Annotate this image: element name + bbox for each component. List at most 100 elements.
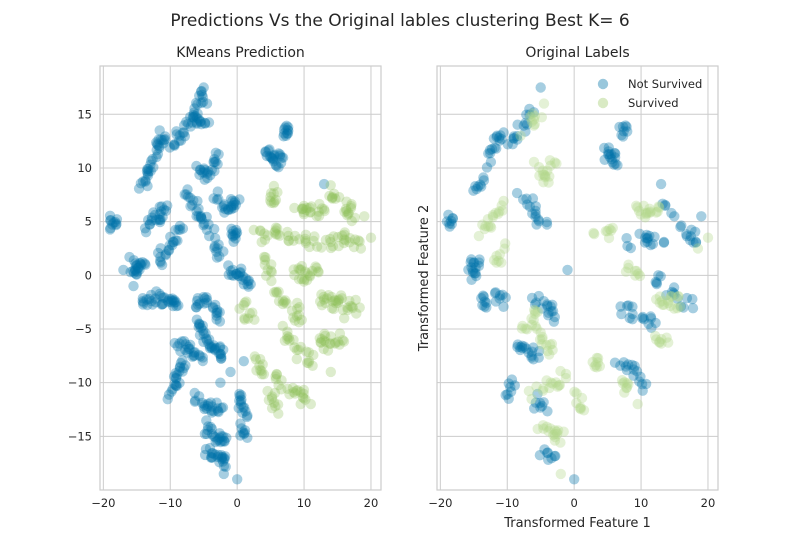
data-point-cluster1 [311,262,322,274]
data-point-cluster0 [234,270,245,282]
data-point-cluster0 [282,124,293,135]
data-point-survived [692,243,704,254]
data-point-cluster0 [205,341,216,352]
data-point-cluster0 [135,178,147,189]
data-point-cluster1 [318,204,330,215]
data-point-cluster1 [340,235,351,246]
data-point-survived [592,353,604,364]
data-point-survived [631,265,642,277]
data-point-cluster0 [170,380,182,391]
data-point-cluster0 [159,131,171,142]
data-point-cluster1 [271,287,283,298]
data-point-not-survived [545,301,556,312]
data-point-cluster0 [197,92,209,103]
data-point-cluster0 [193,114,205,125]
data-point-cluster0 [190,111,201,122]
data-point-not-survived [494,135,505,146]
data-point-survived [534,334,546,345]
data-point-cluster1 [289,342,300,353]
data-point-survived [551,426,562,437]
data-point-not-survived [528,107,540,118]
data-point-cluster1 [256,369,267,380]
data-point-not-survived [634,228,645,239]
data-point-cluster0 [189,387,200,399]
data-point-cluster0 [208,406,219,417]
data-point-cluster1 [249,314,260,325]
data-point-cluster0 [211,310,222,321]
data-point-cluster0 [204,442,216,454]
data-point-not-survived [536,400,548,412]
data-point-not-survived [655,271,666,282]
data-point-cluster0 [170,380,181,391]
data-point-cluster0 [212,158,223,170]
data-point-cluster0 [236,263,247,274]
data-point-cluster1 [282,333,293,345]
data-point-cluster0 [210,342,222,354]
data-point-survived [589,228,600,240]
data-point-cluster0 [202,421,214,432]
data-point-not-survived [569,474,580,485]
data-point-cluster0 [206,405,217,416]
data-point-cluster0 [194,319,205,331]
data-point-cluster1 [324,233,336,245]
data-point-cluster0 [193,391,205,402]
data-point-survived [490,207,501,219]
data-point-cluster0 [130,265,141,276]
data-point-not-survived [494,293,505,304]
data-point-cluster1 [327,296,338,307]
data-point-cluster0 [230,233,241,244]
data-point-not-survived [603,142,614,153]
data-point-cluster0 [235,399,247,410]
y-tick-label-kmeans: 0 [85,268,92,282]
data-point-cluster1 [316,242,327,253]
data-point-cluster1 [261,270,272,281]
data-point-survived [498,195,509,207]
data-point-cluster0 [154,288,165,300]
data-point-survived [642,207,653,218]
data-point-not-survived [623,359,634,370]
data-point-cluster0 [241,411,253,423]
data-point-cluster1 [283,332,294,343]
data-point-survived [521,324,533,335]
data-point-not-survived [481,302,492,313]
data-point-not-survived [623,300,634,311]
data-point-survived [638,200,649,211]
data-point-cluster0 [141,294,152,305]
data-point-cluster1 [270,222,282,233]
data-point-cluster0 [210,233,221,244]
data-point-cluster0 [197,355,208,367]
data-point-cluster1 [313,206,324,217]
data-point-survived [543,177,554,188]
data-point-survived [672,303,683,314]
data-point-cluster1 [296,260,307,272]
data-point-cluster0 [111,218,122,230]
data-point-cluster0 [172,235,183,246]
data-point-cluster1 [300,237,311,249]
data-point-cluster0 [153,247,164,259]
data-point-not-survived [518,120,529,131]
data-point-cluster0 [207,448,218,459]
data-point-survived [675,301,686,312]
data-point-cluster0 [169,297,180,308]
data-point-cluster0 [148,207,159,218]
data-point-cluster0 [142,299,153,311]
data-point-survived [552,381,563,392]
data-point-survived [634,270,646,282]
data-point-cluster0 [264,151,276,162]
data-point-not-survived [533,290,544,302]
data-point-cluster0 [160,205,172,216]
data-point-cluster1 [298,276,310,287]
data-point-not-survived [653,270,664,281]
data-point-cluster0 [195,164,206,176]
data-point-not-survived [646,322,657,333]
data-point-not-survived [488,133,500,144]
data-point-cluster0 [263,145,274,156]
data-point-not-survived [604,151,616,163]
data-point-cluster0 [191,295,203,307]
data-point-not-survived [542,447,553,459]
data-point-survived [544,382,555,394]
data-point-cluster0 [196,119,207,130]
data-point-not-survived [479,301,490,312]
data-point-cluster0 [216,431,227,442]
data-point-survived [629,265,641,277]
